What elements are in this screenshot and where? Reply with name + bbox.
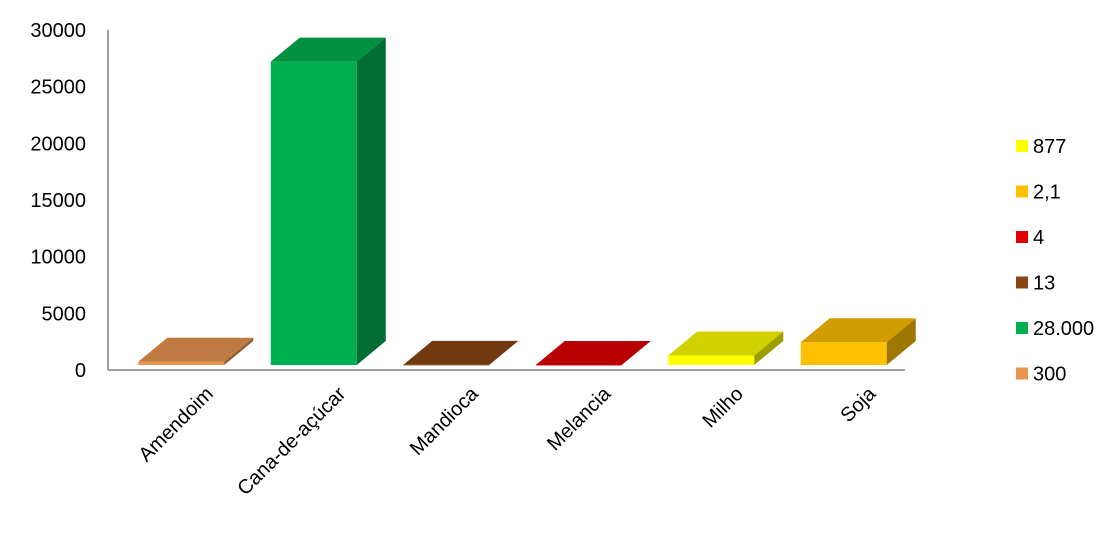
legend-swatch xyxy=(1016,322,1028,334)
legend-label: 4 xyxy=(1033,227,1044,249)
bar-cana-de-a-car xyxy=(270,37,386,366)
bar-top-face xyxy=(138,337,254,362)
legend-item: 28.000 xyxy=(1016,318,1094,340)
chart-legend: 877 2,1 4 13 28.000 300 xyxy=(1016,136,1094,386)
x-tick-label: Amendoim xyxy=(135,383,218,466)
x-tick-label: Melancia xyxy=(543,382,616,455)
bar-top-face xyxy=(270,37,386,62)
legend-swatch xyxy=(1016,231,1028,243)
bar-melancia xyxy=(535,340,651,366)
bar-top-face xyxy=(403,340,519,365)
legend-item: 4 xyxy=(1016,227,1044,249)
x-tick-label: Mandioca xyxy=(406,382,483,459)
x-tick-label: Cana-de-açúcar xyxy=(233,383,350,500)
bar-top-face xyxy=(668,331,784,356)
y-tick-label: 25000 xyxy=(30,77,86,99)
bar-soja xyxy=(800,318,916,365)
bar-mandioca xyxy=(403,340,519,366)
x-axis-tick-labels: Amendoim Cana-de-açúcar Mandioca Melancia Mi… xyxy=(135,382,881,500)
bar-front-face xyxy=(535,364,622,366)
chart-axes: 0 5000 10000 15000 20000 25000 30000 xyxy=(30,20,905,382)
y-tick-label: 5000 xyxy=(42,303,87,325)
bar-front-face xyxy=(270,61,357,366)
y-tick-label: 0 xyxy=(75,360,86,382)
y-tick-label: 10000 xyxy=(30,247,86,269)
legend-item: 877 xyxy=(1016,136,1066,158)
legend-swatch xyxy=(1016,185,1028,198)
bar-front-face xyxy=(668,355,755,365)
bar-side-face xyxy=(489,340,519,365)
y-tick-label: 20000 xyxy=(30,133,86,155)
legend-item: 13 xyxy=(1016,273,1055,295)
bar-top-face xyxy=(535,340,651,365)
legend-swatch xyxy=(1016,140,1028,152)
bar-side-face xyxy=(754,331,784,365)
legend-swatch xyxy=(1016,276,1028,289)
bar-front-face xyxy=(403,364,490,366)
legend-label: 877 xyxy=(1033,136,1066,158)
chart-bars xyxy=(138,37,916,366)
bar-amendoim xyxy=(138,337,254,365)
bar-side-face xyxy=(621,340,651,365)
x-tick-label: Soja xyxy=(836,382,880,426)
bar-top-face xyxy=(800,318,916,343)
legend-label: 28.000 xyxy=(1033,318,1094,340)
legend-label: 300 xyxy=(1033,364,1066,386)
legend-label: 13 xyxy=(1033,273,1055,295)
x-tick-label: Milho xyxy=(698,383,747,432)
bar-front-face xyxy=(800,342,887,365)
bar-side-face xyxy=(224,337,254,365)
bar-side-face xyxy=(356,37,386,366)
y-tick-label: 30000 xyxy=(30,20,86,42)
bar-front-face xyxy=(138,361,225,365)
legend-swatch xyxy=(1016,367,1028,380)
bar-milho xyxy=(668,331,784,365)
legend-label: 2,1 xyxy=(1033,182,1061,204)
legend-item: 300 xyxy=(1016,364,1066,386)
bar-side-face xyxy=(886,318,916,365)
y-tick-label: 15000 xyxy=(30,190,86,212)
legend-item: 2,1 xyxy=(1016,182,1061,204)
